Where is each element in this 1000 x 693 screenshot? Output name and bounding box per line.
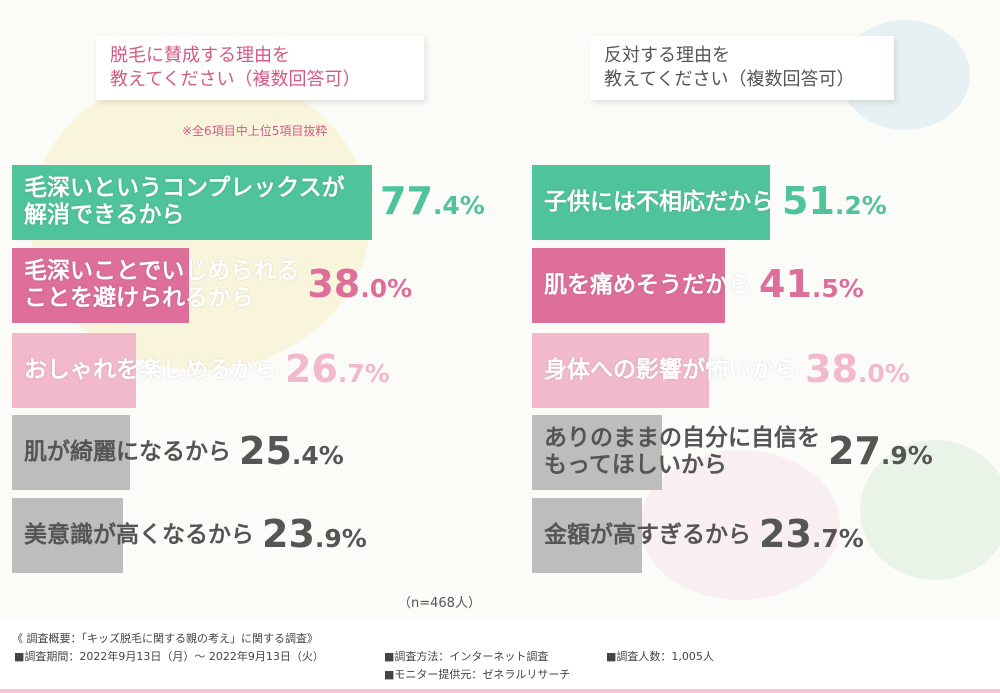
bar-4: [532, 415, 662, 490]
bar-value-dec: .9: [880, 441, 908, 470]
bar-label-4: 肌が綺麗になるから: [24, 438, 231, 465]
bar-label-4: ありのままの自分に自信を もってほしいから: [544, 424, 820, 479]
bar-value-2: 38.0%: [307, 262, 412, 306]
bar-value-unit: %: [341, 524, 367, 553]
survey-count: ■調査人数：1,005人: [606, 650, 714, 663]
bar-label-1: 子供には不相応だから: [544, 188, 774, 215]
bar-value-dec: .4: [432, 191, 460, 220]
left-question-title: 脱毛に賛成する理由を 教えてください（複数回答可）: [96, 36, 424, 100]
bar-value-unit: %: [861, 191, 887, 220]
bar-value-int: 77: [380, 179, 433, 223]
bar-2: [532, 248, 725, 323]
bar-value-3: 38.0%: [805, 347, 910, 391]
bar-value-int: 41: [759, 262, 812, 306]
bar-value-dec: .2: [834, 191, 862, 220]
bar-label-3: おしゃれを楽しめるから: [24, 356, 277, 383]
bar-value-unit: %: [907, 441, 933, 470]
bar-value-3: 26.7%: [285, 347, 390, 391]
bar-2: [12, 248, 189, 323]
bar-1: [532, 165, 770, 240]
bar-value-dec: .5: [811, 274, 839, 303]
bar-3: [532, 333, 709, 408]
bar-value-unit: %: [459, 191, 485, 220]
right-question-title: 反対する理由を 教えてください（複数回答可）: [590, 36, 894, 100]
bar-5: [532, 498, 642, 573]
bar-label-1: 毛深いというコンプレックスが 解消できるから: [24, 174, 345, 229]
bar-5: [12, 498, 123, 573]
bar-value-dec: .4: [291, 441, 319, 470]
bar-value-dec: .0: [360, 274, 388, 303]
bar-value-unit: %: [838, 524, 864, 553]
bar-value-1: 77.4%: [380, 179, 485, 223]
bar-value-5: 23.7%: [759, 512, 864, 556]
bar-value-dec: .7: [811, 524, 839, 553]
bar-value-int: 23: [262, 512, 315, 556]
bar-value-int: 51: [782, 179, 835, 223]
bar-label-5: 金額が高すぎるから: [544, 521, 751, 548]
bar-1: [12, 165, 372, 240]
bg-blob-green: [860, 440, 1000, 580]
bar-value-unit: %: [387, 274, 413, 303]
bar-label-2: 毛深いことでいじめられる ことを避けられるから: [24, 257, 300, 312]
bottom-accent-strip: [0, 689, 1000, 693]
bar-3: [12, 333, 136, 408]
sample-size-note: （n=468人）: [398, 596, 481, 611]
bar-value-unit: %: [318, 441, 344, 470]
bar-value-unit: %: [364, 359, 390, 388]
bar-value-unit: %: [884, 359, 910, 388]
bar-label-3: 身体への影響が怖いから: [544, 356, 797, 383]
bar-value-int: 23: [759, 512, 812, 556]
left-title-line2: 教えてください（複数回答可）: [110, 68, 361, 90]
bar-value-4: 25.4%: [239, 429, 344, 473]
right-title-line1: 反対する理由を: [604, 45, 730, 66]
right-title-line2: 教えてください（複数回答可）: [604, 68, 855, 90]
bar-value-2: 41.5%: [759, 262, 864, 306]
bar-value-int: 27: [828, 429, 881, 473]
bar-value-1: 51.2%: [782, 179, 887, 223]
bg-blob-pink: [640, 450, 840, 600]
left-title-line1: 脱毛に賛成する理由を: [110, 45, 290, 66]
bar-label-5: 美意識が高くなるから: [24, 521, 254, 548]
bar-value-dec: .0: [857, 359, 885, 388]
bar-value-5: 23.9%: [262, 512, 367, 556]
bar-value-int: 38: [805, 347, 858, 391]
bar-value-dec: .9: [314, 524, 342, 553]
bar-4: [12, 415, 130, 490]
note-top5: ※全6項目中上位5項目抜粋: [182, 124, 328, 138]
survey-provider: ■モニター提供元：ゼネラルリサーチ: [384, 668, 571, 681]
bar-label-2: 肌を痛めそうだから: [544, 271, 751, 298]
survey-overview: 《 調査概要：「キッズ脱毛に関する親の考え」に関する調査》: [12, 632, 318, 645]
bar-value-4: 27.9%: [828, 429, 933, 473]
bar-value-int: 25: [239, 429, 292, 473]
bar-value-dec: .7: [337, 359, 365, 388]
survey-method: ■調査方法：インターネット調査: [384, 650, 549, 663]
bar-value-int: 38: [307, 262, 361, 306]
survey-period: ■調査期間：2022年9月13日（月）～ 2022年9月13日（火）: [14, 650, 324, 663]
survey-footer: 《 調査概要：「キッズ脱毛に関する親の考え」に関する調査》 ■調査期間：2022…: [0, 620, 1000, 693]
bar-value-unit: %: [838, 274, 864, 303]
bar-value-int: 26: [285, 347, 338, 391]
